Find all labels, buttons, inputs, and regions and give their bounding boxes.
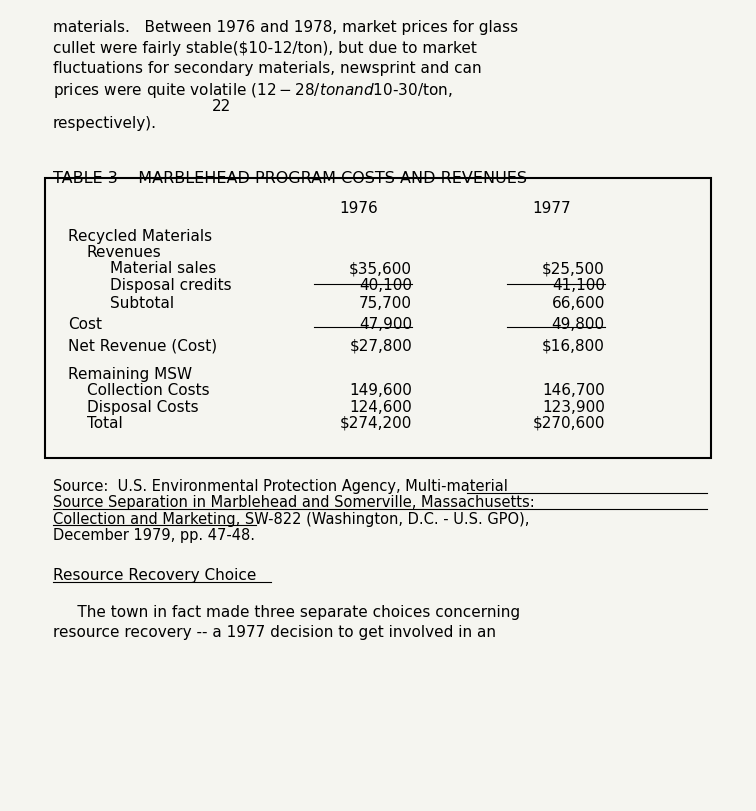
Text: 47,900: 47,900 (359, 316, 412, 331)
Text: cullet were fairly stable($10-12/ton), but due to market: cullet were fairly stable($10-12/ton), b… (53, 41, 477, 55)
Text: TABLE 3    MARBLEHEAD PROGRAM COSTS AND REVENUES: TABLE 3 MARBLEHEAD PROGRAM COSTS AND REV… (53, 170, 527, 185)
Text: Source Separation in Marblehead and Somerville, Massachusetts:: Source Separation in Marblehead and Some… (53, 495, 534, 509)
Text: 22: 22 (212, 99, 231, 114)
Text: Collection Costs: Collection Costs (87, 383, 209, 397)
Text: $270,600: $270,600 (532, 415, 605, 430)
Text: Subtotal: Subtotal (110, 295, 174, 310)
Text: 1976: 1976 (339, 201, 379, 216)
Text: 149,600: 149,600 (349, 383, 412, 397)
Text: $25,500: $25,500 (542, 261, 605, 276)
Text: Remaining MSW: Remaining MSW (68, 367, 192, 381)
Text: 40,100: 40,100 (359, 277, 412, 292)
Text: Recycled Materials: Recycled Materials (68, 229, 212, 243)
Text: 49,800: 49,800 (552, 316, 605, 331)
Text: Resource Recovery Choice: Resource Recovery Choice (53, 568, 256, 582)
Text: 146,700: 146,700 (542, 383, 605, 397)
Text: Total: Total (87, 415, 122, 430)
Text: resource recovery -- a 1977 decision to get involved in an: resource recovery -- a 1977 decision to … (53, 624, 496, 639)
Text: $35,600: $35,600 (349, 261, 412, 276)
Text: Revenues: Revenues (87, 245, 162, 260)
Text: 66,600: 66,600 (551, 295, 605, 310)
Text: Collection and Marketing, SW-822 (Washington, D.C. - U.S. GPO),: Collection and Marketing, SW-822 (Washin… (53, 511, 529, 526)
Text: Cost: Cost (68, 316, 102, 331)
Bar (45, 178, 711, 458)
Text: Material sales: Material sales (110, 261, 216, 276)
Text: $27,800: $27,800 (349, 338, 412, 353)
Text: materials.   Between 1976 and 1978, market prices for glass: materials. Between 1976 and 1978, market… (53, 20, 518, 35)
Text: $16,800: $16,800 (542, 338, 605, 353)
Text: 75,700: 75,700 (359, 295, 412, 310)
Text: The town in fact made three separate choices concerning: The town in fact made three separate cho… (53, 604, 520, 619)
Text: $274,200: $274,200 (339, 415, 412, 430)
Text: respectively).: respectively). (53, 116, 157, 131)
Text: fluctuations for secondary materials, newsprint and can: fluctuations for secondary materials, ne… (53, 61, 482, 75)
Text: Disposal credits: Disposal credits (110, 277, 231, 292)
Text: Net Revenue (Cost): Net Revenue (Cost) (68, 338, 217, 353)
Text: prices were quite volatile ($12-28/ton and $10-30/ton,: prices were quite volatile ($12-28/ton a… (53, 81, 453, 100)
Text: Disposal Costs: Disposal Costs (87, 399, 199, 414)
Text: December 1979, pp. 47-48.: December 1979, pp. 47-48. (53, 527, 255, 542)
Text: 1977: 1977 (532, 201, 572, 216)
Text: 41,100: 41,100 (552, 277, 605, 292)
Text: Source:  U.S. Environmental Protection Agency, Multi-material: Source: U.S. Environmental Protection Ag… (53, 478, 508, 493)
Text: 124,600: 124,600 (349, 399, 412, 414)
Text: 123,900: 123,900 (542, 399, 605, 414)
